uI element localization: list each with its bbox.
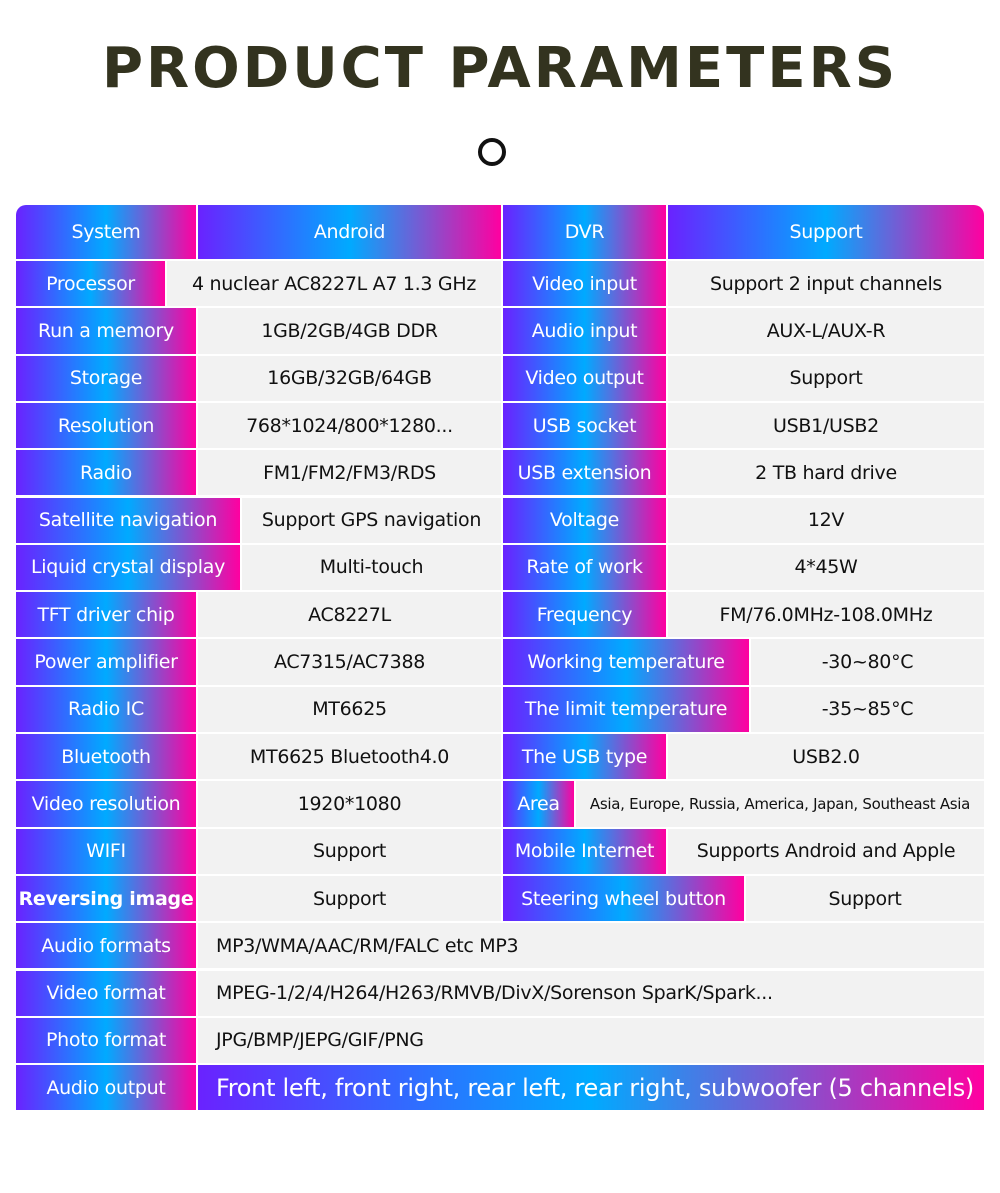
table-row: WIFI Support Mobile Internet Supports Andro…: [16, 828, 984, 876]
param-label: Radio IC: [16, 686, 196, 732]
param-value: Support: [668, 205, 984, 259]
param-label: Radio: [16, 450, 196, 496]
param-value: -35~85°C: [751, 686, 984, 732]
param-label: WIFI: [16, 828, 196, 874]
param-label: Video input: [503, 261, 666, 307]
param-value: FM/76.0MHz-108.0MHz: [668, 592, 984, 638]
param-label: Storage: [16, 355, 196, 401]
param-label: Liquid crystal display: [16, 544, 240, 591]
param-label: Audio formats: [16, 923, 196, 969]
param-label: Video resolution: [16, 781, 196, 827]
table-row: Processor 4 nuclear AC8227L A7 1.3 GHz Vid…: [16, 261, 984, 308]
param-label: Bluetooth: [16, 734, 196, 780]
table-row: Radio IC MT6625 The limit temperature -35~8…: [16, 686, 984, 734]
param-label: The limit temperature: [503, 686, 749, 732]
param-label: USB extension: [503, 450, 666, 496]
param-label: Video format: [16, 970, 196, 1016]
param-value: -30~80°C: [751, 639, 984, 685]
param-value: USB2.0: [668, 734, 984, 780]
circle-icon: [478, 138, 506, 166]
table-row: Power amplifier AC7315/AC7388 Working temp…: [16, 639, 984, 686]
param-value: Asia, Europe, Russia, America, Japan, So…: [576, 781, 984, 827]
table-row: Resolution 768*1024/800*1280... USB socket…: [16, 402, 984, 450]
param-label: The USB type: [503, 734, 666, 780]
param-label: Video output: [503, 355, 666, 401]
param-value: JPG/BMP/JEPG/GIF/PNG: [198, 1017, 984, 1064]
param-label: Frequency: [503, 592, 666, 638]
param-label: Audio input: [503, 308, 666, 354]
param-label: Power amplifier: [16, 639, 196, 685]
param-value: 1GB/2GB/4GB DDR: [198, 308, 501, 354]
param-label: System: [16, 205, 196, 259]
param-value: Support GPS navigation: [242, 497, 501, 543]
param-label: Resolution: [16, 402, 196, 449]
param-label: DVR: [503, 205, 666, 259]
param-label: Satellite navigation: [16, 497, 240, 543]
param-value: 1920*1080: [198, 781, 501, 827]
param-value: 2 TB hard drive: [668, 450, 984, 496]
param-label: Processor: [16, 261, 165, 307]
table-row: Photo format JPG/BMP/JEPG/GIF/PNG: [16, 1017, 984, 1065]
param-label: Rate of work: [503, 544, 666, 591]
param-value: 4 nuclear AC8227L A7 1.3 GHz: [167, 261, 501, 307]
param-label: Audio output: [16, 1065, 196, 1111]
table-row: Run a memory 1GB/2GB/4GB DDR Audio input AU…: [16, 308, 984, 355]
param-value: MP3/WMA/AAC/RM/FALC etc MP3: [198, 923, 984, 969]
param-value: USB1/USB2: [668, 402, 984, 449]
table-row: Radio FM1/FM2/FM3/RDS USB extension 2 TB ha…: [16, 450, 984, 497]
param-value: Support: [746, 875, 984, 922]
param-value: MT6625 Bluetooth4.0: [198, 734, 501, 780]
table-row: Video resolution 1920*1080 Area Asia, Europ…: [16, 781, 984, 828]
param-label: Steering wheel button: [503, 875, 744, 922]
param-label: Mobile Internet: [503, 828, 666, 874]
param-value: AC7315/AC7388: [198, 639, 501, 685]
param-value: AUX-L/AUX-R: [668, 308, 984, 354]
table-row: Audio formats MP3/WMA/AAC/RM/FALC etc MP3: [16, 923, 984, 970]
param-label: Reversing image: [16, 875, 196, 922]
table-row: TFT driver chip AC8227L Frequency FM/76.0MH…: [16, 592, 984, 639]
param-value: FM1/FM2/FM3/RDS: [198, 450, 501, 496]
param-value: MT6625: [198, 686, 501, 732]
param-value: AC8227L: [198, 592, 501, 638]
table-row: System Android DVR Support: [16, 205, 984, 261]
table-row: Bluetooth MT6625 Bluetooth4.0 The USB type…: [16, 734, 984, 781]
param-value: Support: [198, 828, 501, 874]
param-label: Run a memory: [16, 308, 196, 354]
param-label: Photo format: [16, 1017, 196, 1064]
param-label: Working temperature: [503, 639, 749, 685]
param-value: Multi-touch: [242, 544, 501, 591]
table-row: Liquid crystal display Multi-touch Rate of…: [16, 544, 984, 592]
param-label: USB socket: [503, 402, 666, 449]
param-value: Support: [668, 355, 984, 401]
param-label: Area: [503, 781, 574, 827]
param-value: 12V: [668, 497, 984, 543]
parameters-table: System Android DVR Support Processor 4 nuclea…: [16, 205, 984, 1120]
table-row: Storage 16GB/32GB/64GB Video output Support: [16, 355, 984, 403]
param-value: Supports Android and Apple: [668, 828, 984, 874]
table-row: Satellite navigation Support GPS navigati…: [16, 497, 984, 545]
param-value: 16GB/32GB/64GB: [198, 355, 501, 401]
table-row: Audio output Front left, front right, rea…: [16, 1065, 984, 1112]
param-value: Support: [198, 875, 501, 922]
table-row: Video format MPEG-1/2/4/H264/H263/RMVB/Di…: [16, 970, 984, 1018]
param-label: Voltage: [503, 497, 666, 543]
param-value: Front left, front right, rear left, rear…: [198, 1065, 984, 1111]
param-value: Support 2 input channels: [668, 261, 984, 307]
param-value: MPEG-1/2/4/H264/H263/RMVB/DivX/Sorenson …: [198, 970, 984, 1016]
param-label: TFT driver chip: [16, 592, 196, 638]
page-title: PRODUCT PARAMETERS: [101, 36, 899, 101]
param-value: Android: [198, 205, 501, 259]
param-value: 4*45W: [668, 544, 984, 591]
param-value: 768*1024/800*1280...: [198, 402, 501, 449]
table-row: Reversing image Support Steering wheel but…: [16, 875, 984, 923]
